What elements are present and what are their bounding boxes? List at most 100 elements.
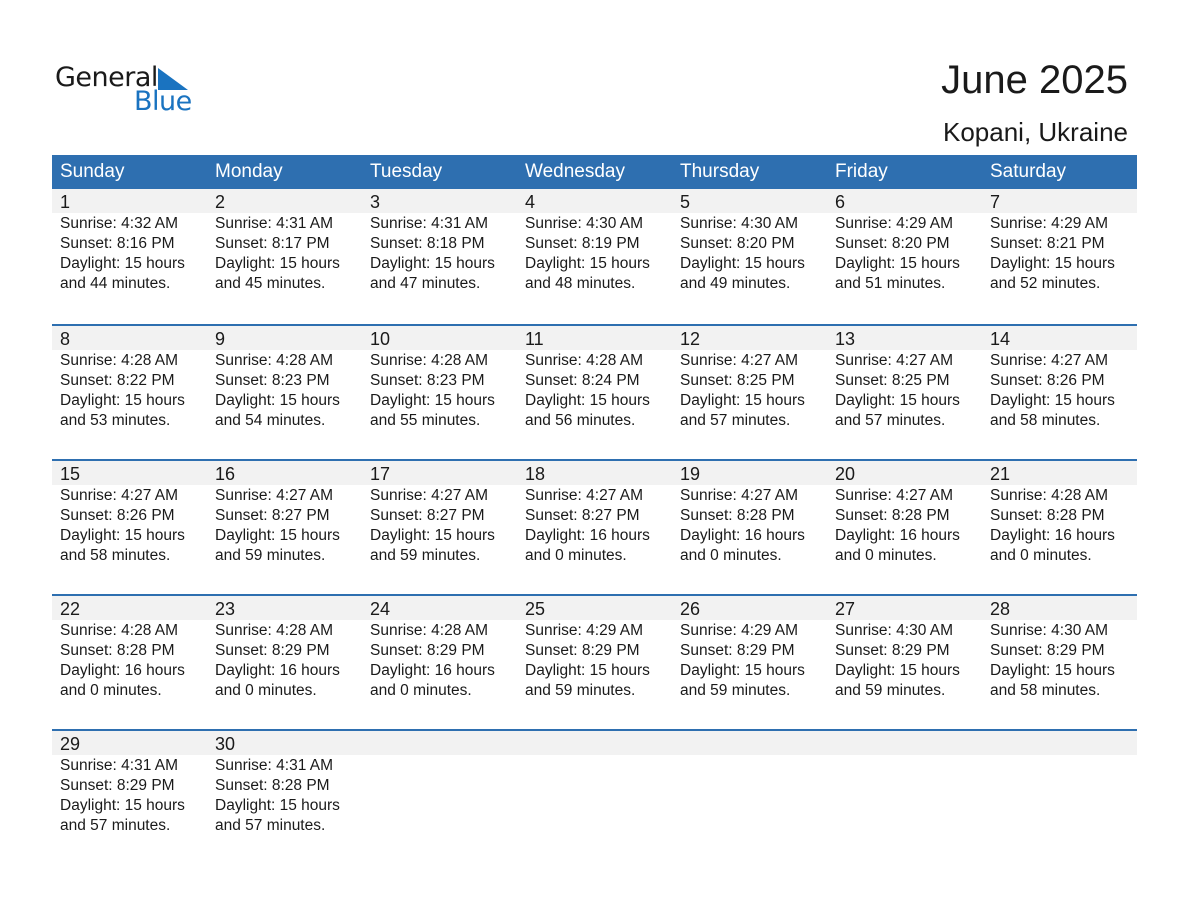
sunset-text: Sunset: 8:27 PM bbox=[370, 507, 485, 524]
day-cell: 9 Sunrise: 4:28 AM Sunset: 8:23 PM Daylight… bbox=[207, 326, 362, 459]
day-number bbox=[827, 731, 982, 755]
empty-cell bbox=[362, 731, 517, 864]
day-cell: 29 Sunrise: 4:31 AM Sunset: 8:29 PM Dayligh… bbox=[52, 731, 207, 864]
daylight-text: Daylight: 15 hours bbox=[370, 255, 495, 272]
sunset-text: Sunset: 8:26 PM bbox=[990, 372, 1105, 389]
sunset-text: Sunset: 8:24 PM bbox=[525, 372, 640, 389]
day-number: 1 bbox=[52, 189, 207, 213]
day-cell: 15 Sunrise: 4:27 AM Sunset: 8:26 PM Dayligh… bbox=[52, 461, 207, 594]
weekday-monday: Monday bbox=[215, 161, 283, 182]
daylight-text: and 49 minutes. bbox=[680, 275, 791, 292]
weekday-tuesday: Tuesday bbox=[370, 161, 443, 182]
sunrise-text: Sunrise: 4:27 AM bbox=[215, 487, 334, 504]
day-cell: 21 Sunrise: 4:28 AM Sunset: 8:28 PM Dayligh… bbox=[982, 461, 1137, 594]
sunset-text: Sunset: 8:28 PM bbox=[680, 507, 795, 524]
sun-info: Sunrise: 4:27 AM Sunset: 8:25 PM Daylight:… bbox=[827, 351, 982, 431]
day-number: 27 bbox=[827, 596, 982, 620]
sun-info: Sunrise: 4:27 AM Sunset: 8:26 PM Daylight:… bbox=[52, 486, 207, 566]
day-number: 14 bbox=[982, 326, 1137, 350]
sun-info: Sunrise: 4:30 AM Sunset: 8:20 PM Daylight:… bbox=[672, 214, 827, 294]
sunrise-text: Sunrise: 4:27 AM bbox=[60, 487, 179, 504]
sunset-text: Sunset: 8:19 PM bbox=[525, 235, 640, 252]
daylight-text: and 0 minutes. bbox=[370, 682, 472, 699]
sunrise-text: Sunrise: 4:28 AM bbox=[215, 622, 334, 639]
sun-info: Sunrise: 4:30 AM Sunset: 8:19 PM Daylight:… bbox=[517, 214, 672, 294]
sunset-text: Sunset: 8:29 PM bbox=[835, 642, 950, 659]
day-cell: 18 Sunrise: 4:27 AM Sunset: 8:27 PM Dayligh… bbox=[517, 461, 672, 594]
calendar-grid: Sunday Monday Tuesday Wednesday Thursday Frid… bbox=[52, 155, 1137, 864]
daylight-text: and 48 minutes. bbox=[525, 275, 636, 292]
week-row: 22 Sunrise: 4:28 AM Sunset: 8:28 PM Dayligh… bbox=[52, 594, 1137, 729]
sunrise-text: Sunrise: 4:31 AM bbox=[370, 215, 489, 232]
daylight-text: Daylight: 15 hours bbox=[60, 797, 185, 814]
sunrise-text: Sunrise: 4:27 AM bbox=[835, 352, 954, 369]
sunset-text: Sunset: 8:23 PM bbox=[370, 372, 485, 389]
day-number: 23 bbox=[207, 596, 362, 620]
daylight-text: and 57 minutes. bbox=[835, 412, 946, 429]
daylight-text: Daylight: 15 hours bbox=[525, 662, 650, 679]
daylight-text: and 0 minutes. bbox=[990, 547, 1092, 564]
sun-info: Sunrise: 4:27 AM Sunset: 8:25 PM Daylight:… bbox=[672, 351, 827, 431]
sunrise-text: Sunrise: 4:29 AM bbox=[525, 622, 644, 639]
daylight-text: Daylight: 16 hours bbox=[835, 527, 960, 544]
sunset-text: Sunset: 8:28 PM bbox=[215, 777, 330, 794]
sun-info: Sunrise: 4:28 AM Sunset: 8:22 PM Daylight:… bbox=[52, 351, 207, 431]
sun-info: Sunrise: 4:28 AM Sunset: 8:23 PM Daylight:… bbox=[362, 351, 517, 431]
day-number: 22 bbox=[52, 596, 207, 620]
sun-info: Sunrise: 4:31 AM Sunset: 8:29 PM Daylight:… bbox=[52, 756, 207, 836]
day-number: 7 bbox=[982, 189, 1137, 213]
daylight-text: Daylight: 15 hours bbox=[525, 392, 650, 409]
day-number bbox=[982, 731, 1137, 755]
sun-info: Sunrise: 4:27 AM Sunset: 8:27 PM Daylight:… bbox=[207, 486, 362, 566]
sun-info: Sunrise: 4:28 AM Sunset: 8:28 PM Daylight:… bbox=[52, 621, 207, 701]
daylight-text: Daylight: 15 hours bbox=[60, 527, 185, 544]
day-cell: 30 Sunrise: 4:31 AM Sunset: 8:28 PM Dayligh… bbox=[207, 731, 362, 864]
day-cell: 1 Sunrise: 4:32 AM Sunset: 8:16 PM Daylight… bbox=[52, 189, 207, 324]
daylight-text: Daylight: 15 hours bbox=[990, 255, 1115, 272]
sun-info: Sunrise: 4:32 AM Sunset: 8:16 PM Daylight:… bbox=[52, 214, 207, 294]
day-number: 17 bbox=[362, 461, 517, 485]
empty-cell bbox=[982, 731, 1137, 864]
day-number bbox=[672, 731, 827, 755]
weekday-friday: Friday bbox=[835, 161, 888, 182]
daylight-text: Daylight: 16 hours bbox=[990, 527, 1115, 544]
sun-info: Sunrise: 4:27 AM Sunset: 8:27 PM Daylight:… bbox=[517, 486, 672, 566]
sunset-text: Sunset: 8:27 PM bbox=[525, 507, 640, 524]
day-cell: 13 Sunrise: 4:27 AM Sunset: 8:25 PM Dayligh… bbox=[827, 326, 982, 459]
day-number: 26 bbox=[672, 596, 827, 620]
day-number: 2 bbox=[207, 189, 362, 213]
day-number bbox=[362, 731, 517, 755]
daylight-text: and 0 minutes. bbox=[60, 682, 162, 699]
location-subtitle: Kopani, Ukraine bbox=[943, 117, 1128, 147]
week-row: 8 Sunrise: 4:28 AM Sunset: 8:22 PM Daylight… bbox=[52, 324, 1137, 459]
day-number: 11 bbox=[517, 326, 672, 350]
week-row: 15 Sunrise: 4:27 AM Sunset: 8:26 PM Dayligh… bbox=[52, 459, 1137, 594]
day-number: 10 bbox=[362, 326, 517, 350]
daylight-text: Daylight: 15 hours bbox=[835, 255, 960, 272]
day-cell: 24 Sunrise: 4:28 AM Sunset: 8:29 PM Dayligh… bbox=[362, 596, 517, 729]
daylight-text: Daylight: 15 hours bbox=[680, 662, 805, 679]
day-number: 18 bbox=[517, 461, 672, 485]
daylight-text: and 58 minutes. bbox=[60, 547, 171, 564]
day-number: 25 bbox=[517, 596, 672, 620]
sunrise-text: Sunrise: 4:30 AM bbox=[835, 622, 954, 639]
sun-info: Sunrise: 4:30 AM Sunset: 8:29 PM Daylight:… bbox=[827, 621, 982, 701]
sunset-text: Sunset: 8:25 PM bbox=[680, 372, 795, 389]
week-row: 1 Sunrise: 4:32 AM Sunset: 8:16 PM Daylight… bbox=[52, 189, 1137, 324]
empty-cell bbox=[672, 731, 827, 864]
day-cell: 12 Sunrise: 4:27 AM Sunset: 8:25 PM Dayligh… bbox=[672, 326, 827, 459]
day-number: 6 bbox=[827, 189, 982, 213]
daylight-text: Daylight: 15 hours bbox=[835, 662, 960, 679]
day-number: 4 bbox=[517, 189, 672, 213]
sunrise-text: Sunrise: 4:28 AM bbox=[525, 352, 644, 369]
day-cell: 10 Sunrise: 4:28 AM Sunset: 8:23 PM Dayligh… bbox=[362, 326, 517, 459]
sun-info: Sunrise: 4:27 AM Sunset: 8:28 PM Daylight:… bbox=[672, 486, 827, 566]
sunrise-text: Sunrise: 4:32 AM bbox=[60, 215, 179, 232]
daylight-text: and 45 minutes. bbox=[215, 275, 326, 292]
weekday-sunday: Sunday bbox=[60, 161, 125, 182]
day-cell: 6 Sunrise: 4:29 AM Sunset: 8:20 PM Daylight… bbox=[827, 189, 982, 324]
sunrise-text: Sunrise: 4:28 AM bbox=[60, 352, 179, 369]
sun-info: Sunrise: 4:28 AM Sunset: 8:29 PM Daylight:… bbox=[207, 621, 362, 701]
sun-info: Sunrise: 4:28 AM Sunset: 8:28 PM Daylight:… bbox=[982, 486, 1137, 566]
sunrise-text: Sunrise: 4:31 AM bbox=[215, 215, 334, 232]
